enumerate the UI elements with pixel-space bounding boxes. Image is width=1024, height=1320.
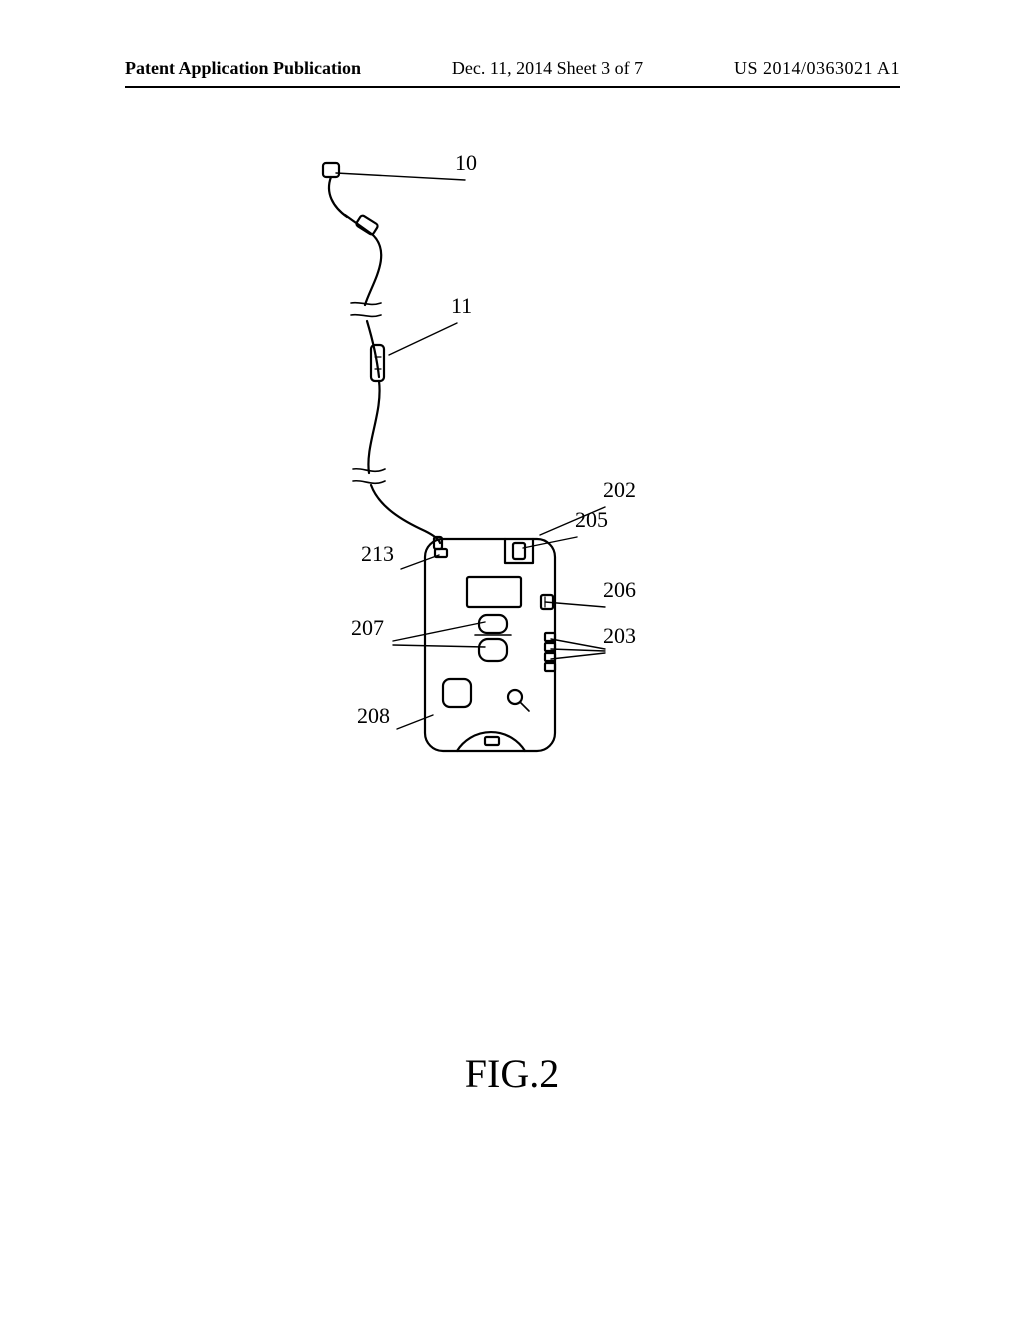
ref-207: 207: [351, 615, 384, 640]
header-rule: [125, 86, 900, 88]
ref-202: 202: [603, 477, 636, 502]
header-middle: Dec. 11, 2014 Sheet 3 of 7: [452, 58, 643, 79]
figure-drawing: 10 11 202 205 213 206 207 203 208: [125, 145, 900, 865]
ref-11: 11: [451, 293, 472, 318]
ref-213: 213: [361, 541, 394, 566]
page-header: Patent Application Publication Dec. 11, …: [125, 58, 900, 79]
ref-205: 205: [575, 507, 608, 532]
ref-208: 208: [357, 703, 390, 728]
figure-label: FIG.2: [0, 1050, 1024, 1097]
ref-206: 206: [603, 577, 636, 602]
ref-203: 203: [603, 623, 636, 648]
header-right: US 2014/0363021 A1: [734, 58, 900, 79]
header-left: Patent Application Publication: [125, 58, 361, 79]
ref-10: 10: [455, 150, 477, 175]
